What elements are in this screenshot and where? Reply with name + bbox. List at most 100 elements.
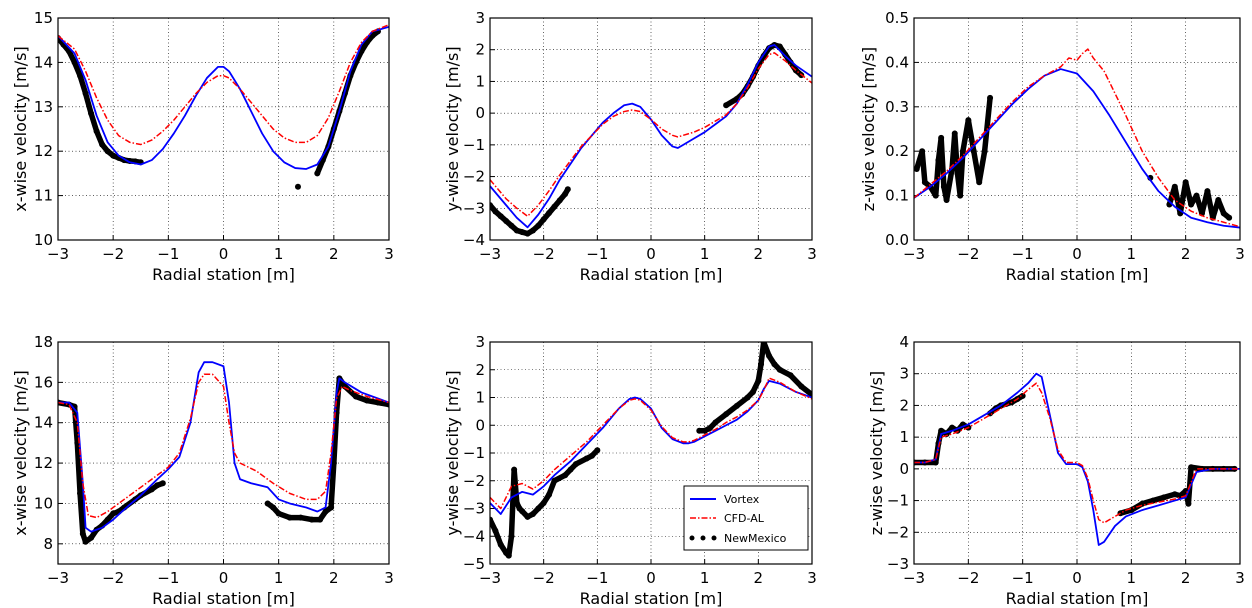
x-tick-label: −2: [533, 569, 555, 587]
x-tick-label: −1: [157, 245, 179, 263]
y-axis-label: y-wise velocity [m/s]: [443, 46, 462, 211]
data-point-trail: [938, 135, 947, 190]
y-tick-label: 4: [899, 333, 909, 351]
legend-label-vortex: Vortex: [724, 493, 760, 506]
data-point-trail: [74, 440, 83, 497]
data-point-trail: [976, 148, 988, 186]
x-tick-label: −1: [157, 569, 179, 587]
y-tick-label: 1: [475, 72, 485, 90]
axes-frame: [489, 341, 813, 565]
data-point: [159, 480, 166, 487]
y-tick-label: 15: [34, 9, 53, 27]
data-point-trail: [77, 490, 86, 537]
x-tick-label: 1: [700, 569, 710, 587]
data-point-trail: [88, 110, 100, 134]
y-tick-label: 10: [34, 231, 53, 249]
y-tick-label: −3: [463, 199, 485, 217]
y-tick-label: 0.0: [885, 231, 909, 249]
x-tick-label: −2: [957, 245, 979, 263]
series-newmexico: [490, 342, 812, 559]
y-tick-label: −1: [463, 136, 485, 154]
y-axis-label: x-wise velocity [m/s]: [11, 370, 30, 535]
series-vortex-line: [914, 372, 1240, 546]
x-tick-label: 0: [646, 245, 656, 263]
series-newmexico: [490, 41, 805, 237]
x-tick-label: 2: [329, 245, 339, 263]
x-tick-label: −2: [957, 569, 979, 587]
data-point-trail: [331, 409, 340, 466]
y-tick-label: 1: [475, 389, 485, 407]
legend-swatch-newmexico-dot-3: [711, 535, 717, 541]
x-tick-label: 2: [1181, 569, 1191, 587]
x-tick-label: −1: [1012, 245, 1034, 263]
series-cfd-al-line: [58, 373, 389, 519]
x-tick-label: 0: [1072, 245, 1082, 263]
data-point: [1226, 214, 1233, 221]
x-tick-label: 2: [329, 569, 339, 587]
plot-area: [914, 372, 1240, 546]
axes-frame: [913, 17, 1241, 241]
axes-frame: [913, 341, 1241, 565]
legend-swatch-newmexico-dot-2: [700, 535, 706, 541]
data-point-trail: [952, 130, 961, 177]
x-axis-label: Radial station [m]: [580, 589, 723, 608]
x-tick-label: −2: [102, 569, 124, 587]
y-tick-label: 2: [475, 361, 485, 379]
y-tick-label: −3: [887, 555, 909, 573]
x-tick-label: −1: [586, 245, 608, 263]
y-tick-label: 3: [899, 365, 909, 383]
y-tick-label: −4: [463, 231, 485, 249]
y-tick-label: −1: [463, 444, 485, 462]
y-tick-label: −5: [463, 555, 485, 573]
y-tick-label: 0: [475, 416, 485, 434]
series-newmexico: [58, 375, 389, 545]
data-point-trail: [506, 533, 515, 559]
y-tick-label: −2: [463, 168, 485, 186]
series-vortex-line: [58, 26, 389, 170]
chart-panel-6: −3 −2 −1 0 1 2 3 −3 −2 −1 0 1 2 3 4 Radial station [m] z…: [867, 333, 1245, 608]
plot-area: [490, 342, 812, 559]
y-axis-label: y-wise velocity [m/s]: [443, 370, 462, 535]
x-tick-label: 1: [274, 245, 284, 263]
y-tick-label: 18: [34, 333, 53, 351]
y-tick-label: 12: [34, 142, 53, 160]
x-tick-label: −3: [47, 569, 69, 587]
y-tick-label: 1: [899, 428, 909, 446]
y-tick-label: 0.2: [885, 142, 909, 160]
x-tick-label: 3: [807, 569, 817, 587]
data-point: [564, 186, 571, 193]
y-tick-label: 0.1: [885, 187, 909, 205]
y-tick-label: 13: [34, 98, 53, 116]
series-cfd-al-line: [490, 52, 812, 217]
x-tick-label: −1: [1012, 569, 1034, 587]
series-vortex-line: [914, 68, 1240, 229]
y-tick-label: 0.4: [885, 53, 909, 71]
data-point-trail: [82, 90, 94, 117]
y-tick-label: 3: [475, 9, 485, 27]
series-newmexico: [914, 392, 1238, 517]
y-tick-label: 8: [43, 535, 53, 553]
y-tick-label: −2: [887, 523, 909, 541]
y-tick-label: −2: [463, 472, 485, 490]
y-tick-label: 0: [899, 460, 909, 478]
x-tick-label: 3: [1235, 569, 1245, 587]
data-point-trail: [943, 166, 955, 203]
x-tick-label: 1: [1127, 569, 1137, 587]
series-cfd-al-line: [490, 377, 812, 510]
y-tick-label: 2: [475, 41, 485, 59]
y-tick-label: 0: [475, 104, 485, 122]
data-point-trail: [932, 157, 942, 199]
x-tick-label: 0: [1072, 569, 1082, 587]
axes-frame: [57, 17, 390, 241]
x-tick-label: 2: [754, 569, 764, 587]
x-tick-label: −2: [533, 245, 555, 263]
data-point-trail: [981, 95, 993, 154]
x-tick-label: −3: [479, 245, 501, 263]
x-tick-label: −3: [479, 569, 501, 587]
y-tick-label: 0.3: [885, 98, 909, 116]
